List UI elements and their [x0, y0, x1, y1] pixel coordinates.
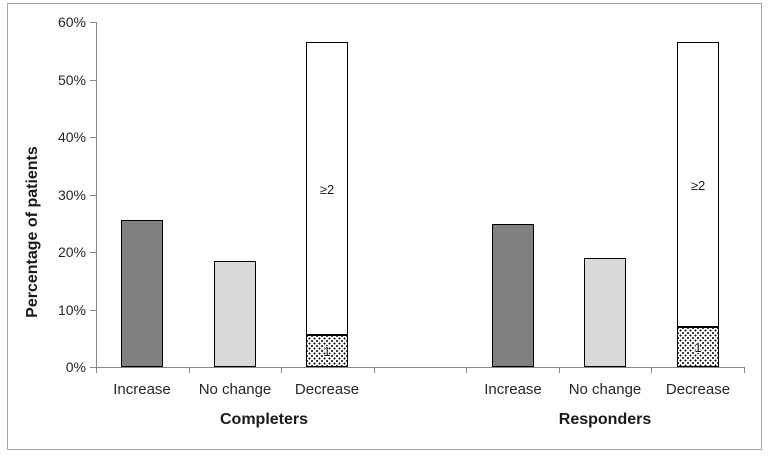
x-tick-mark: [96, 368, 97, 373]
y-axis-title: Percentage of patients: [24, 146, 41, 318]
x-tick-mark: [189, 368, 190, 373]
bar-segment: 1: [306, 335, 348, 367]
y-tick-mark: [90, 367, 96, 368]
bar-segment: ≥2: [306, 42, 348, 335]
x-tick-mark: [559, 368, 560, 373]
y-tick-mark: [90, 252, 96, 253]
y-tick-label: 40%: [57, 129, 86, 145]
category-label: No change: [568, 381, 642, 398]
y-tick-label: 30%: [57, 187, 86, 203]
y-axis-line: [96, 22, 97, 368]
y-tick-mark: [90, 22, 96, 23]
segment-label: 1: [694, 340, 702, 355]
bar-segment: 1: [677, 327, 719, 367]
bar-segment: [492, 224, 534, 367]
bar-segment: [121, 220, 163, 367]
bar-segment: ≥2: [677, 42, 719, 327]
category-label: Decrease: [294, 381, 360, 398]
y-tick-mark: [90, 195, 96, 196]
x-tick-mark: [466, 368, 467, 373]
x-axis-line: [96, 367, 745, 368]
x-tick-mark: [651, 368, 652, 373]
y-tick-label: 50%: [57, 72, 86, 88]
bar-segment: [584, 258, 626, 367]
segment-label: 1: [323, 344, 331, 359]
category-label: Increase: [484, 381, 542, 398]
category-label: Decrease: [665, 381, 731, 398]
y-tick-label: 0%: [65, 359, 86, 375]
category-label: No change: [198, 381, 272, 398]
category-label: Increase: [113, 381, 171, 398]
group-label: Completers: [219, 411, 309, 428]
x-tick-mark: [744, 368, 745, 373]
y-tick-mark: [90, 80, 96, 81]
y-tick-mark: [90, 310, 96, 311]
segment-label: ≥2: [690, 178, 706, 193]
y-tick-mark: [90, 137, 96, 138]
segment-label: ≥2: [319, 182, 335, 197]
x-tick-mark: [281, 368, 282, 373]
bar-segment: [214, 261, 256, 367]
x-tick-mark: [374, 368, 375, 373]
y-tick-label: 10%: [57, 302, 86, 318]
y-tick-label: 60%: [57, 14, 86, 30]
group-label: Responders: [558, 411, 652, 428]
y-tick-label: 20%: [57, 244, 86, 260]
